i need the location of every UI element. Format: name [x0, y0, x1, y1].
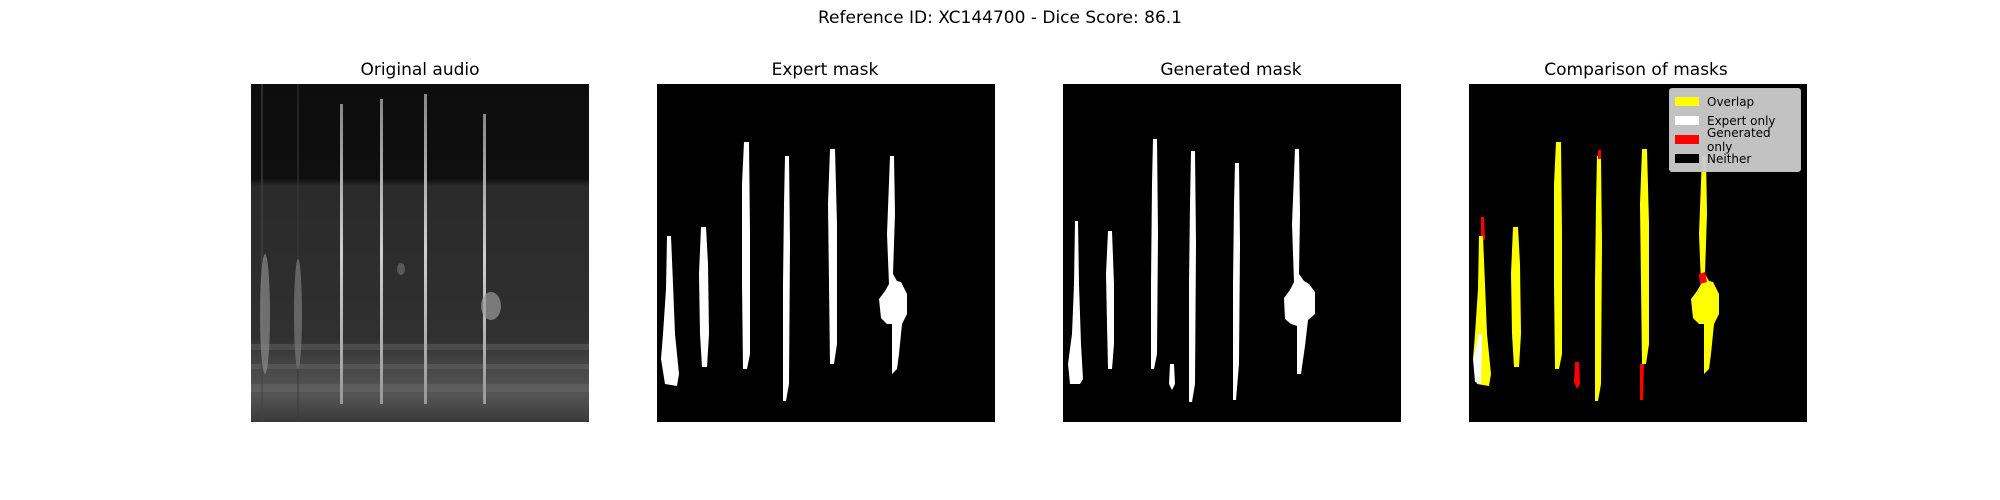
- comparison-mask-image: Overlap Expert only Generated only Neith…: [1469, 84, 1807, 422]
- legend-swatch-generated-only: [1675, 135, 1699, 144]
- spectrogram-image: [251, 84, 589, 422]
- legend-label-overlap: Overlap: [1707, 94, 1755, 109]
- generated-mask-image: [1063, 84, 1401, 422]
- generated-mask-graphic: [1068, 139, 1315, 402]
- legend-item-neither: Neither: [1675, 149, 1795, 168]
- panel-title-generated-mask: Generated mask: [1160, 60, 1302, 80]
- legend-swatch-neither: [1675, 154, 1699, 163]
- legend-item-expert-only: Expert only: [1675, 111, 1795, 130]
- legend-label-generated-only: Generated only: [1707, 125, 1771, 154]
- legend-swatch-expert-only: [1675, 116, 1699, 125]
- legend-label-expert-only: Expert only: [1707, 113, 1776, 128]
- legend-item-overlap: Overlap: [1675, 92, 1795, 111]
- spectrogram-graphic: [251, 84, 589, 422]
- panel-title-original-audio: Original audio: [360, 60, 480, 80]
- panel-title-expert-mask: Expert mask: [771, 60, 879, 80]
- legend-swatch-overlap: [1675, 97, 1699, 106]
- panel-title-comparison: Comparison of masks: [1544, 60, 1728, 80]
- expert-mask-image: [657, 84, 995, 422]
- mask-legend: Overlap Expert only Generated only Neith…: [1669, 88, 1801, 172]
- comparison-mask-graphic: [1473, 142, 1719, 401]
- legend-label-neither: Neither: [1707, 151, 1752, 166]
- figure-title: Reference ID: XC144700 - Dice Score: 86.…: [818, 8, 1182, 28]
- expert-mask-graphic: [661, 142, 907, 401]
- legend-item-generated-only: Generated only: [1675, 126, 1795, 154]
